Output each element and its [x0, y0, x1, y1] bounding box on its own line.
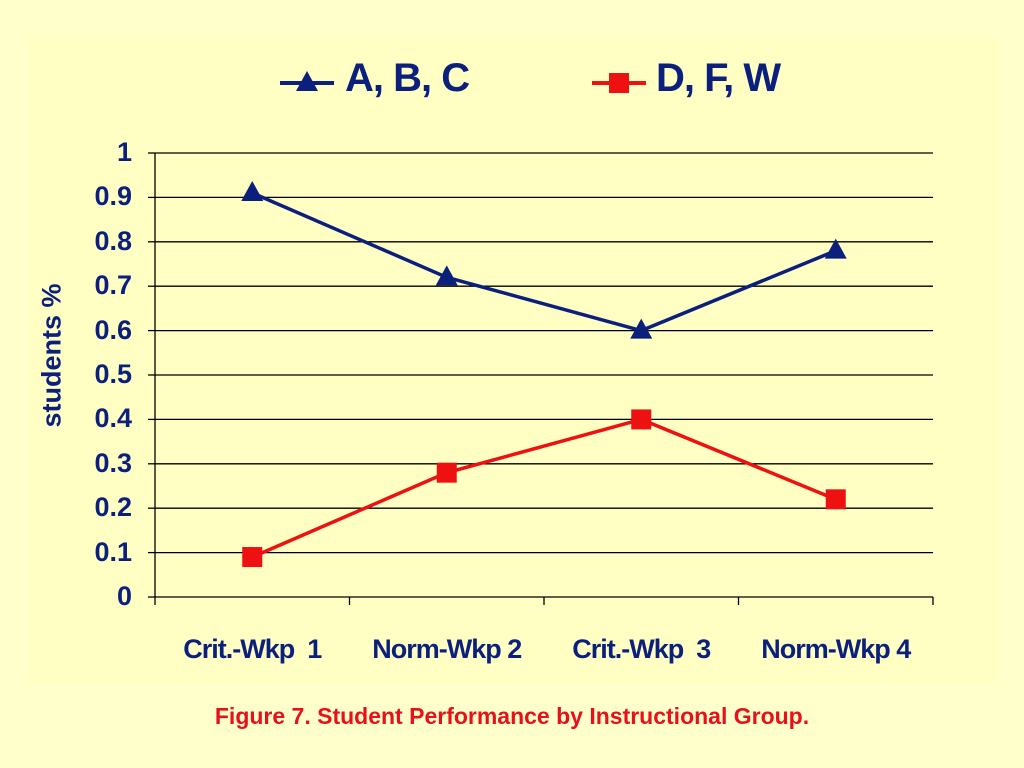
y-tick-label: 1: [116, 137, 132, 167]
y-tick-label: 0: [116, 581, 132, 611]
legend-label-dfw: D, F, W: [656, 56, 781, 100]
data-point-triangle: [435, 265, 458, 286]
x-tick-label: Crit.-Wkp 3: [572, 634, 711, 664]
y-tick-label: 0.1: [94, 536, 132, 567]
figure-caption: Figure 7. Student Performance by Instruc…: [214, 703, 810, 729]
y-tick-label: 0.8: [94, 225, 132, 256]
data-point-triangle: [630, 318, 653, 339]
y-axis-label: students %: [36, 283, 67, 428]
legend-marker-square: [609, 73, 629, 93]
series-line-1: [251, 417, 837, 559]
y-tick-label: 0.4: [94, 403, 132, 434]
legend-label-abc: A, B, C: [345, 56, 470, 100]
legend-marker-triangle: [296, 71, 318, 91]
chart-panel: [28, 38, 998, 683]
y-tick-label: 0.3: [94, 447, 132, 478]
y-tick-label: 0.5: [94, 359, 132, 389]
series-line-0: [251, 191, 837, 333]
data-point-square: [242, 547, 263, 568]
data-point-triangle: [241, 180, 264, 201]
y-tick-label: 0.7: [94, 270, 132, 301]
x-tick-label: Crit.-Wkp 1: [183, 634, 322, 664]
x-tick-label: Norm-Wkp 2: [372, 634, 522, 664]
y-tick-label: 0.9: [94, 181, 132, 212]
data-point-square: [825, 489, 846, 510]
x-tick-label: Norm-Wkp 4: [761, 634, 911, 664]
data-point-square: [436, 462, 457, 483]
data-point-triangle: [824, 238, 847, 259]
y-tick-label: 0.2: [94, 492, 132, 523]
y-tick-label: 0.6: [94, 314, 132, 345]
data-point-square: [631, 409, 652, 430]
